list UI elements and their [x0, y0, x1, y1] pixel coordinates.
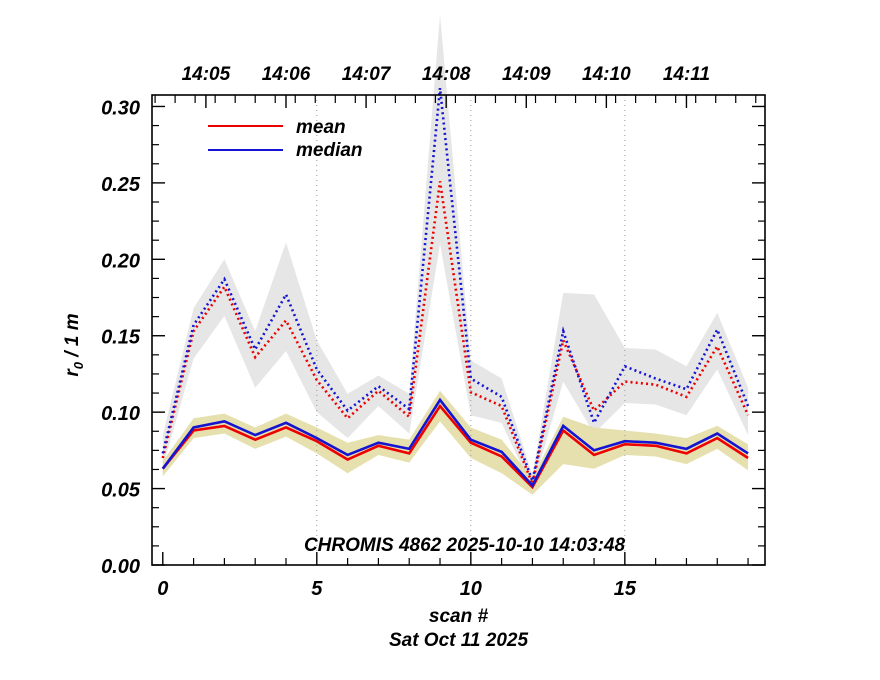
median-upper-line	[161, 87, 750, 486]
y-axis-title: r0 / 1 m	[62, 313, 86, 376]
x-tick-label: 5	[311, 578, 323, 600]
y-axis-title-base: r	[62, 368, 83, 377]
top-time-label: 14:10	[582, 64, 631, 85]
y-axis-title-rest: / 1 m	[62, 313, 83, 362]
y-tick-label: 0.20	[101, 250, 140, 272]
top-time-label: 14:05	[182, 64, 231, 85]
y-axis-title-subscript: 0	[71, 361, 86, 369]
y-tick-label: 0.25	[101, 174, 141, 196]
gridline-layer	[316, 95, 626, 565]
x-axis-title: scan #	[429, 606, 489, 627]
x-tick-label: 15	[614, 578, 637, 600]
mean-line	[161, 403, 749, 490]
axis-layer	[151, 94, 766, 566]
top-time-label: 14:08	[422, 64, 471, 85]
x-tick-label: 10	[460, 578, 482, 600]
series-layer	[161, 87, 750, 490]
legend: mean median	[208, 117, 363, 161]
top-time-label: 14:11	[663, 64, 710, 85]
y-tick-label: 0.00	[101, 556, 140, 578]
legend-label-median: median	[296, 140, 363, 161]
top-time-label: 14:09	[502, 64, 551, 85]
y-tick-label: 0.15	[101, 327, 141, 349]
upper-spread-band	[162, 14, 749, 489]
chart-annotation: CHROMIS 4862 2025-10-10 14:03:48	[304, 535, 626, 556]
median-line	[161, 397, 749, 488]
legend-label-mean: mean	[296, 117, 346, 138]
x-axis-subtitle: Sat Oct 11 2025	[389, 630, 529, 651]
top-time-label: 14:07	[342, 64, 392, 85]
tick-label-layer: 0.00 0.05 0.10 0.15 0.20 0.25 0.30 0 5 10 15 14:05 1…	[101, 64, 710, 600]
top-time-label: 14:06	[262, 64, 311, 85]
plot-frame	[151, 94, 766, 566]
svg-text:r0 / 1 m: r0 / 1 m	[62, 313, 86, 376]
x-tick-label: 0	[157, 578, 168, 600]
y-tick-label: 0.05	[101, 480, 141, 502]
y-tick-label: 0.30	[101, 97, 140, 119]
y-tick-label: 0.10	[101, 403, 140, 425]
